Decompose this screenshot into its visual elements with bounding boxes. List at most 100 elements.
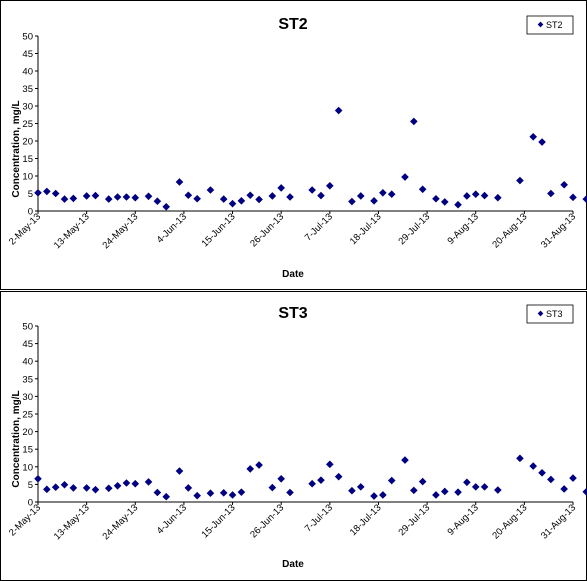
- data-point: [91, 485, 100, 494]
- data-point: [547, 189, 555, 198]
- data-point: [356, 192, 365, 200]
- data-point: [440, 198, 449, 206]
- data-point: [538, 468, 546, 477]
- data-point: [582, 195, 587, 203]
- data-point: [277, 474, 285, 483]
- chart-svg-st2: ST2 Concentration, mg/L Date ST2 0 5 10 15 2…: [7, 15, 587, 280]
- y-tick-label: 50: [22, 32, 33, 43]
- data-point: [113, 482, 122, 490]
- x-ticks: 2-May-13 13-May-13 24-May-13 4-Jun-13 15-Jun…: [7, 502, 578, 542]
- x-tick-label: 24-May-13: [100, 211, 140, 251]
- legend-box: [526, 15, 574, 35]
- y-tick-label: 25: [22, 119, 33, 130]
- x-tick-label: 13-May-13: [52, 211, 92, 251]
- data-point: [268, 192, 277, 200]
- x-tick-label: 26-Jun-13: [248, 211, 286, 249]
- data-point: [432, 194, 440, 203]
- x-axis-title: Date: [282, 559, 304, 570]
- data-point: [529, 133, 538, 141]
- legend-marker: [537, 21, 544, 28]
- data-point: [387, 190, 396, 198]
- data-point: [60, 195, 69, 203]
- data-point: [547, 475, 555, 484]
- y-tick-label: 45: [22, 339, 33, 350]
- y-axis-title: Concentration, mg/L: [11, 390, 22, 487]
- x-tick-label: 24-May-13: [100, 502, 140, 542]
- chart-panel-st3: ST3 Concentration, mg/L Date ST3 0 5 10 15 2…: [0, 291, 587, 581]
- y-tick-label: 20: [22, 137, 33, 148]
- y-tick-label: 10: [22, 172, 33, 183]
- data-point: [175, 178, 184, 186]
- data-point: [219, 489, 228, 497]
- y-tick-label: 35: [22, 374, 33, 385]
- data-point: [569, 193, 577, 202]
- data-point: [162, 203, 171, 211]
- x-tick-label: 15-Jun-13: [200, 211, 238, 249]
- y-tick-label: 40: [22, 357, 33, 368]
- legend-box: [526, 304, 574, 324]
- y-tick-label: 30: [22, 102, 33, 113]
- y-tick-label: 0: [28, 498, 33, 509]
- y-tick-label: 20: [22, 427, 33, 438]
- y-tick-label: 35: [22, 84, 33, 95]
- axes: [37, 36, 573, 212]
- data-points: [34, 106, 587, 211]
- data-point: [131, 479, 140, 488]
- data-point: [184, 191, 193, 200]
- data-point: [529, 462, 538, 470]
- y-axis-title: Concentration, mg/L: [11, 100, 22, 197]
- legend: ST2: [526, 15, 574, 35]
- data-point: [582, 487, 587, 496]
- data-point: [560, 485, 568, 493]
- x-tick-label: 7-Jul-13: [303, 502, 335, 534]
- y-tick-label: 15: [22, 154, 33, 165]
- data-point: [387, 476, 396, 485]
- y-tick-label: 10: [22, 462, 33, 473]
- data-point: [463, 192, 471, 200]
- x-tick-label: 31-Aug-13: [539, 211, 578, 250]
- y-tick-label: 40: [22, 67, 33, 78]
- legend: ST3: [526, 304, 574, 324]
- x-tick-label: 13-May-13: [52, 502, 92, 542]
- x-tick-label: 7-Jul-13: [303, 211, 335, 243]
- data-point: [82, 484, 91, 492]
- data-point: [60, 480, 69, 489]
- data-point: [122, 479, 131, 487]
- data-point: [206, 186, 215, 194]
- data-point: [401, 456, 409, 464]
- data-point: [317, 191, 325, 200]
- y-tick-label: 45: [22, 49, 33, 60]
- data-point: [308, 186, 316, 194]
- y-tick-label: 50: [22, 322, 33, 333]
- data-point: [153, 197, 162, 205]
- data-point: [410, 117, 418, 126]
- data-point: [228, 199, 237, 208]
- data-point: [432, 491, 440, 499]
- data-point: [326, 460, 334, 469]
- y-tick-label: 5: [28, 480, 33, 491]
- x-ticks: 2-May-13 13-May-13 24-May-13 4-Jun-13 15-Jun…: [7, 211, 578, 251]
- data-point: [237, 488, 246, 496]
- data-point: [418, 185, 427, 194]
- data-point: [471, 190, 480, 198]
- data-point: [370, 492, 378, 500]
- x-tick-label: 26-Jun-13: [248, 502, 286, 540]
- data-point: [206, 489, 215, 497]
- x-tick-label: 29-Jul-13: [396, 502, 432, 538]
- data-point: [370, 197, 378, 205]
- legend-marker: [537, 310, 544, 317]
- data-point: [471, 483, 480, 491]
- data-point: [153, 488, 162, 497]
- data-point: [356, 483, 365, 491]
- data-point: [569, 474, 577, 482]
- data-point: [516, 176, 524, 185]
- data-point: [255, 461, 263, 469]
- data-point: [51, 189, 60, 198]
- data-point: [193, 194, 201, 203]
- data-point: [418, 477, 427, 486]
- data-point: [144, 478, 153, 486]
- data-point: [463, 478, 471, 487]
- y-tick-label: 15: [22, 445, 33, 456]
- x-tick-label: 9-Aug-13: [445, 502, 480, 537]
- data-point: [326, 182, 334, 190]
